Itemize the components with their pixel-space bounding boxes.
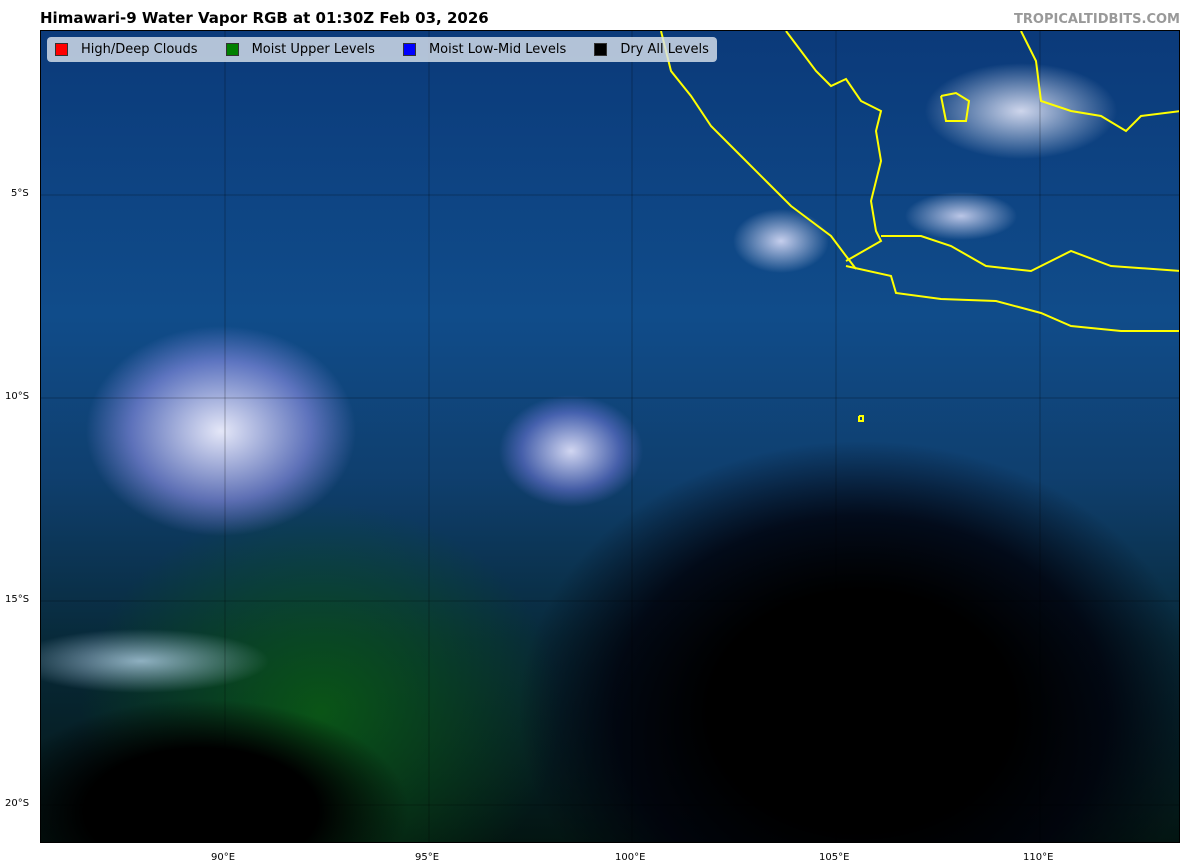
- satellite-map: [40, 30, 1180, 843]
- lon-tick: 95°E: [415, 852, 440, 863]
- lon-tick: 100°E: [615, 852, 646, 863]
- lat-tick: 20°S: [5, 798, 30, 809]
- lon-tick: 110°E: [1023, 852, 1054, 863]
- map-title: Himawari-9 Water Vapor RGB at 01:30Z Feb…: [40, 9, 489, 27]
- legend-swatch-blue: [402, 43, 416, 56]
- lon-tick: 105°E: [819, 852, 850, 863]
- coastline-sumatra-east: [785, 31, 883, 262]
- legend-item-high-deep-clouds: High/Deep Clouds: [55, 42, 198, 57]
- lat-tick: 10°S: [5, 391, 30, 402]
- map-overlay: [41, 31, 1179, 842]
- legend-swatch-red: [55, 43, 68, 56]
- credit-watermark: TROPICALTIDBITS.COM: [1014, 12, 1180, 27]
- lat-tick: 15°S: [5, 594, 30, 605]
- legend-label: Moist Upper Levels: [251, 42, 375, 57]
- coastline-java-south: [845, 265, 1179, 332]
- coastline-sumatra-west: [660, 31, 857, 270]
- legend-label: Dry All Levels: [620, 42, 709, 57]
- map-legend: High/Deep Clouds Moist Upper Levels Mois…: [47, 37, 717, 62]
- legend-item-moist-upper: Moist Upper Levels: [225, 42, 375, 57]
- lat-tick: 5°S: [11, 188, 29, 199]
- legend-label: Moist Low-Mid Levels: [428, 42, 567, 57]
- lon-tick: 90°E: [211, 852, 236, 863]
- legend-label: High/Deep Clouds: [81, 42, 198, 57]
- coastline-bangka: [940, 91, 971, 122]
- coastline-java-north: [881, 235, 1179, 273]
- legend-swatch-green: [225, 43, 239, 56]
- legend-swatch-black: [594, 43, 608, 56]
- legend-item-dry: Dry All Levels: [594, 42, 709, 57]
- coastline-borneo: [1020, 31, 1179, 133]
- legend-item-moist-low-mid: Moist Low-Mid Levels: [402, 42, 567, 57]
- coastline-christmas-island: [858, 415, 864, 422]
- coastlines: [660, 31, 1179, 422]
- graticule: [41, 31, 1179, 842]
